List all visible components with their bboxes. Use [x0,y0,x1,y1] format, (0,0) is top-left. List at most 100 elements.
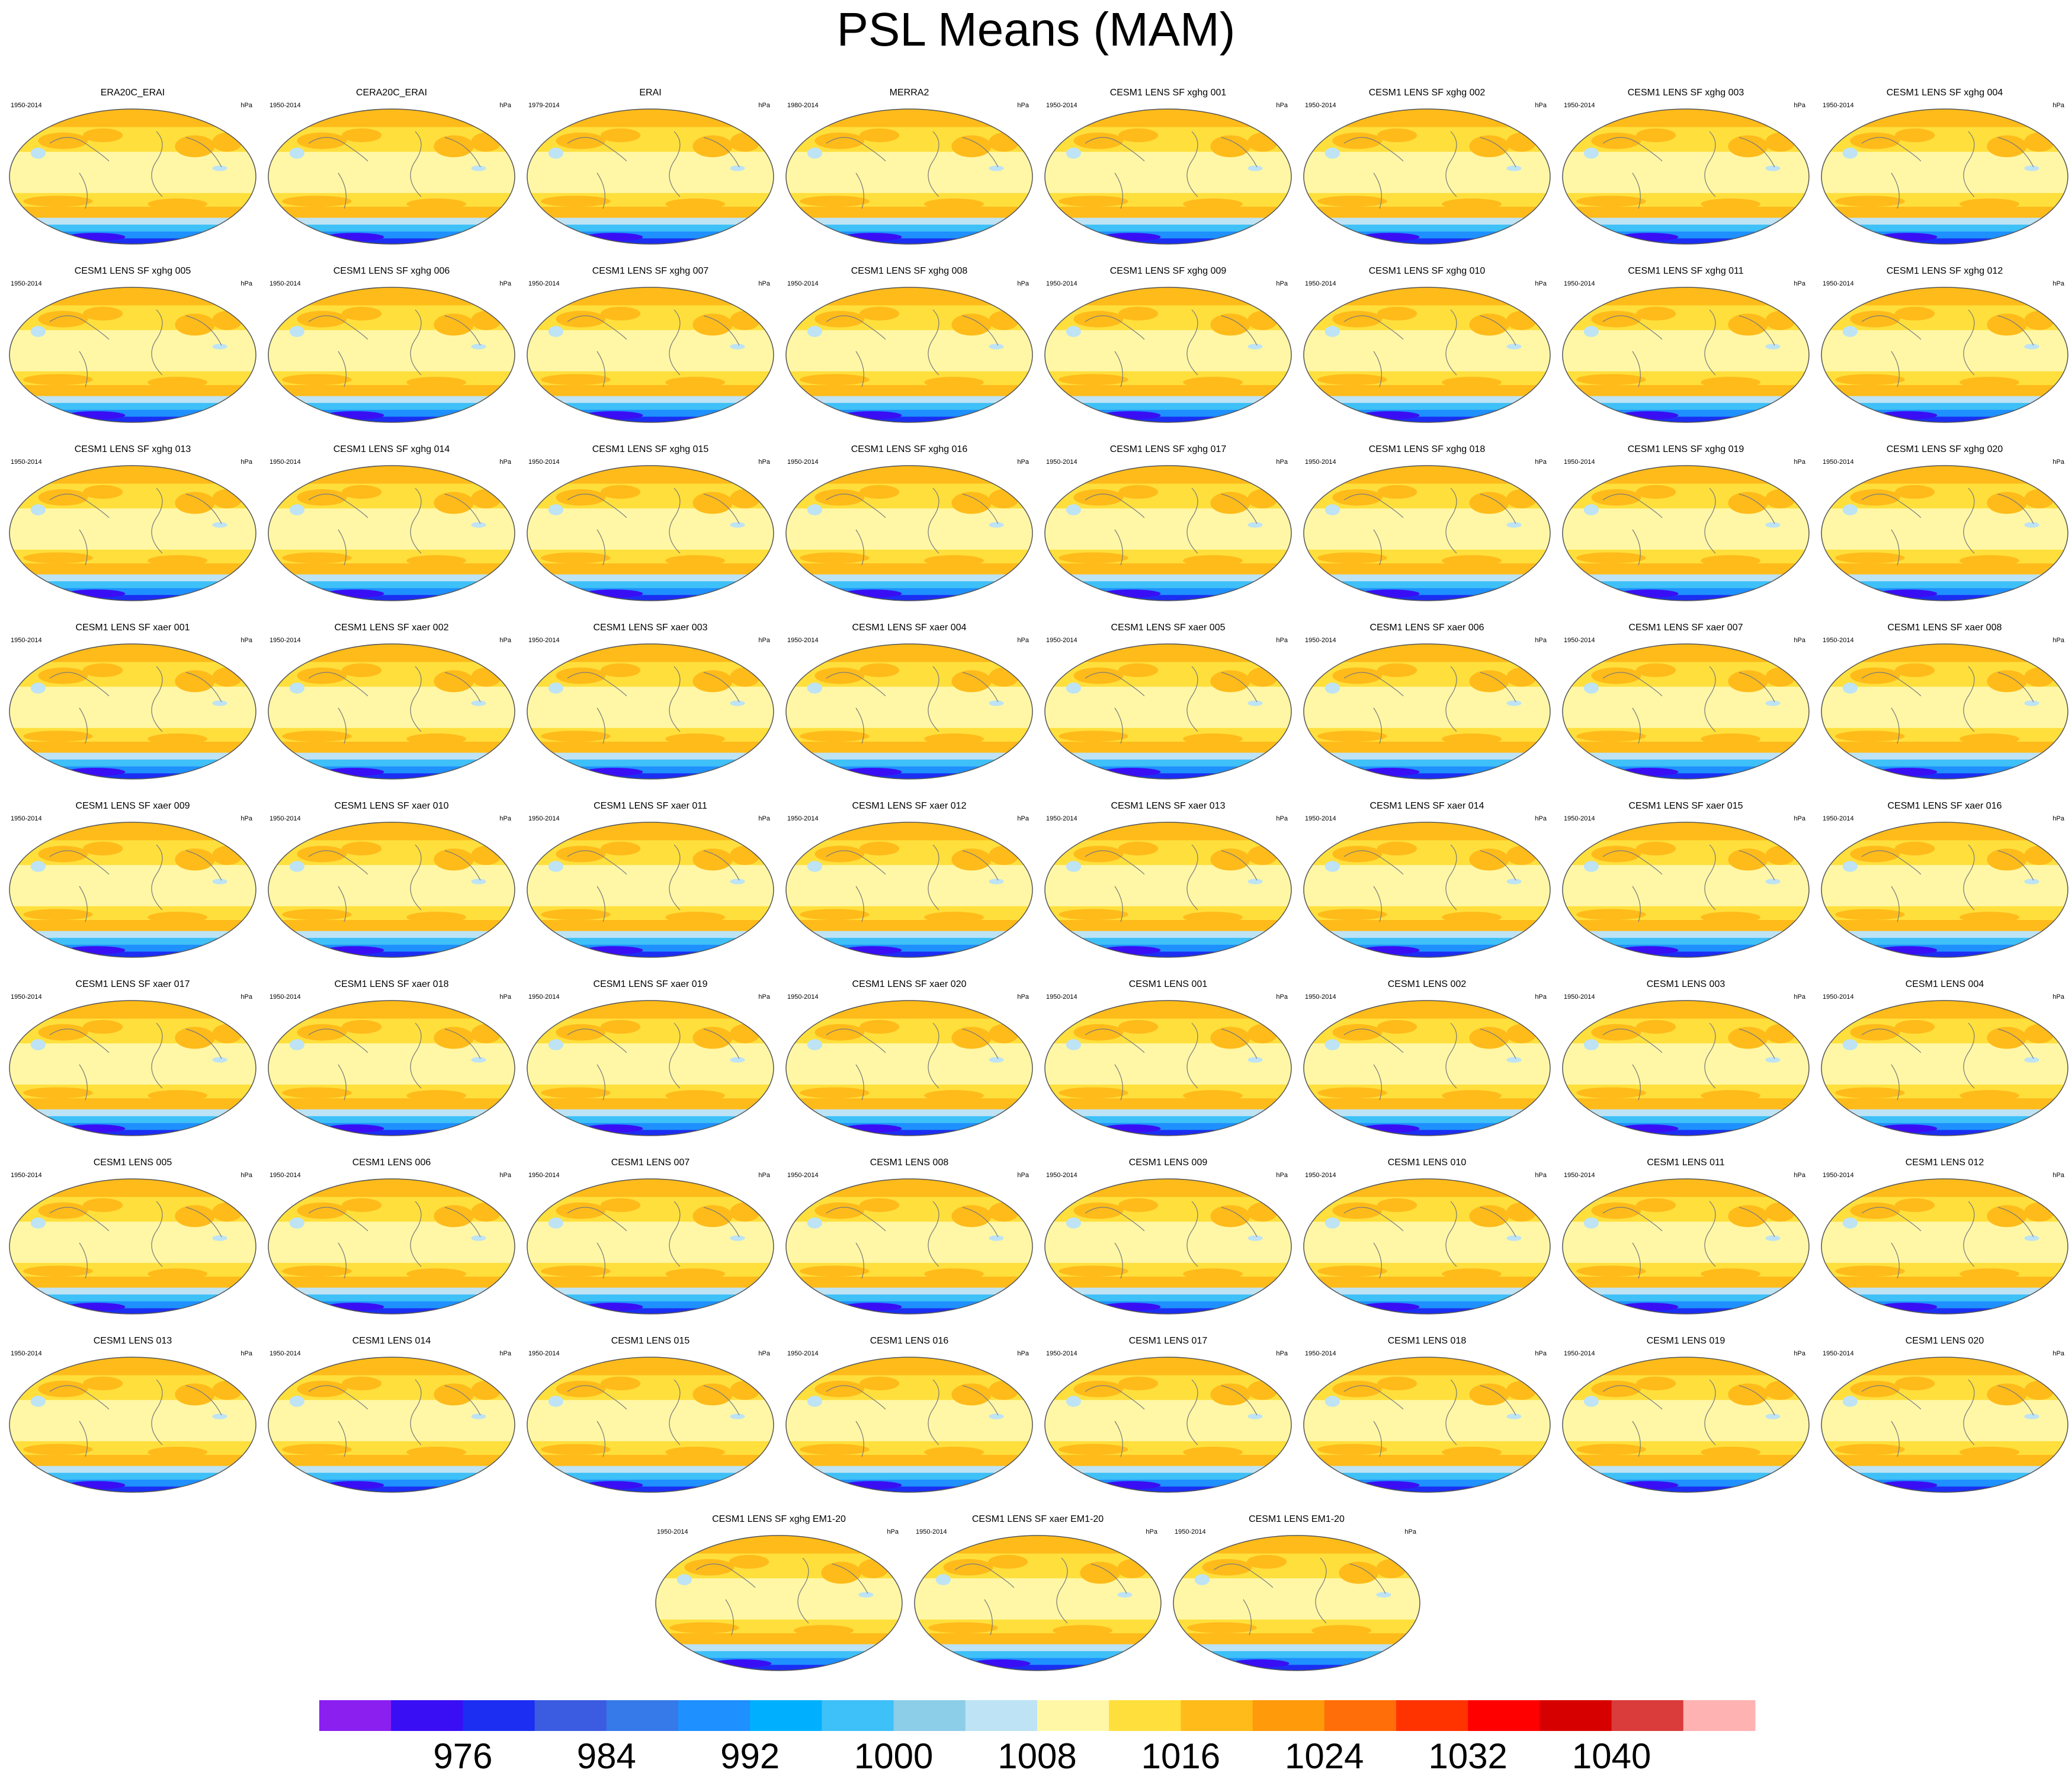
pressure-cell [821,1562,861,1584]
pressure-cell [289,1396,304,1407]
pressure-cell [924,377,984,388]
pressure-cell [1066,1396,1081,1407]
panel-years: 1950-2014 [657,1528,688,1535]
pressure-band [1045,938,1291,945]
panel-years: 1950-2014 [787,1172,819,1179]
pressure-cell [1842,861,1858,872]
map-outline [268,643,515,780]
coastline [308,1201,481,1279]
pressure-cell [1835,1444,1905,1456]
pressure-cell [297,489,347,506]
pressure-cell [1728,848,1768,871]
pressure-band [1821,1130,2068,1136]
panel-title: CESM1 LENS SF xghg 018 [1368,444,1486,454]
pressure-cell [665,1090,725,1101]
pressure-band [9,752,256,761]
pressure-band [1045,752,1291,761]
pressure-cell [1591,1202,1641,1219]
psl-map [268,108,515,245]
pressure-cell [30,326,46,337]
pressure-cell [807,1396,822,1407]
pressure-band [268,1277,515,1288]
pressure-band [786,581,1032,589]
coastline [1602,309,1775,387]
panel-units: hPa [1535,815,1547,822]
pressure-cell [147,1268,207,1280]
pressure-cell [1066,682,1081,694]
pressure-cell [730,879,745,884]
pressure-band [1304,1473,1550,1480]
coastline [567,1379,740,1457]
psl-map [1303,108,1551,245]
pressure-cell [1317,1265,1387,1277]
pressure-band [268,1455,515,1467]
pressure-band [1563,752,1809,761]
map-panel: CESM1 LENS SF xghg 015 1950-2014 hPa [521,444,780,622]
pressure-cell [1073,667,1124,684]
pressure-cell [147,1090,207,1101]
map-panel: CESM1 LENS SF xghg 006 1950-2014 hPa [262,266,521,444]
pressure-cell [859,485,900,499]
panel-title: CESM1 LENS 018 [1387,1336,1467,1346]
panel-units: hPa [240,993,252,1001]
psl-map [9,287,256,423]
pressure-cell [1987,135,2027,158]
pressure-cell [23,909,93,921]
pressure-cell [1066,1039,1081,1050]
pressure-band [1045,508,1291,550]
pressure-cell [1073,845,1124,863]
psl-map [1562,465,1810,601]
map-outline [1303,1357,1551,1493]
map-outline [9,465,256,601]
coastline [1602,844,1775,922]
pressure-cell [730,1057,745,1063]
map-panel: CESM1 LENS SF xaer 009 1950-2014 hPa [4,801,262,979]
pressure-cell [1118,1198,1159,1212]
coastline [826,309,999,387]
pressure-cell [38,310,88,328]
panel-units: hPa [240,637,252,644]
map-outline [1562,1357,1810,1493]
pressure-band [9,1116,256,1124]
panel-years: 1950-2014 [11,993,42,1001]
pressure-band [268,1473,515,1480]
map-outline [1821,643,2068,780]
map-outline [1562,465,1810,601]
pressure-band [786,931,1032,939]
colorbar-swatch [1468,1700,1540,1731]
panel-years: 1950-2014 [1823,637,1854,644]
pressure-cell [1377,1020,1417,1034]
pressure-cell [1506,344,1522,350]
pressure-band [527,951,774,957]
pressure-cell [297,1024,347,1041]
pressure-band [9,1308,256,1314]
panel-title: CESM1 LENS SF xaer 006 [1369,623,1484,633]
pressure-cell [989,700,1004,706]
pressure-cell [175,1205,215,1227]
pressure-band [1563,1130,1809,1136]
psl-map [9,822,256,958]
pressure-band [527,759,774,767]
map-outline [1821,287,2068,423]
map-outline [1044,643,1292,780]
pressure-band [786,1473,1032,1480]
pressure-cell [1332,1202,1383,1219]
pressure-cell [1765,1057,1781,1063]
pressure-cell [147,555,207,566]
pressure-cell [541,195,611,207]
pressure-band [1304,1277,1550,1288]
pressure-band [9,403,256,411]
pressure-band [9,759,256,767]
coastline [695,1557,868,1636]
map-outline [527,287,774,423]
pressure-band [1045,416,1291,422]
pressure-band [1563,1287,1809,1296]
pressure-cell [1959,1268,2019,1280]
map-outline [527,822,774,958]
coastline [308,666,481,744]
pressure-band [1045,595,1291,601]
pressure-cell [1210,1205,1250,1227]
pressure-band [1045,951,1291,957]
pressure-cell [1765,165,1781,171]
